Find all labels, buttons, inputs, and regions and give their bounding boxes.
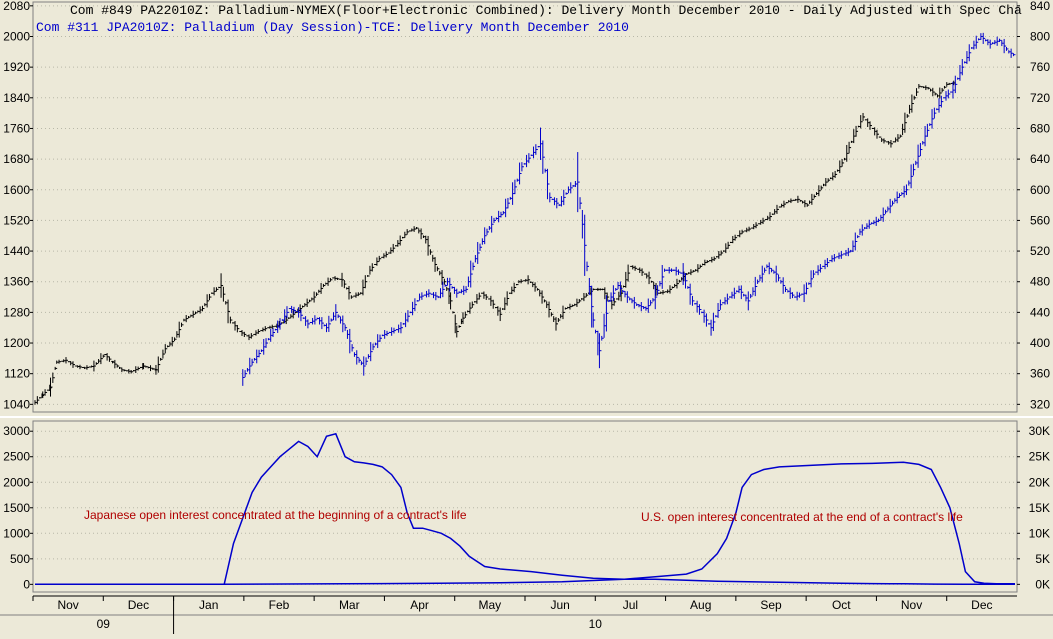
oi-right-tick-label: 20K bbox=[1029, 475, 1050, 489]
price-right-tick-label: 680 bbox=[1030, 121, 1050, 135]
month-label: Feb bbox=[269, 598, 290, 612]
price-right-tick-label: 560 bbox=[1030, 213, 1050, 227]
month-label: Jun bbox=[550, 598, 569, 612]
price-left-tick-label: 2080 bbox=[3, 0, 30, 13]
price-left-tick-label: 1520 bbox=[3, 213, 30, 227]
year-label: 09 bbox=[97, 617, 111, 631]
oi-left-tick-label: 3000 bbox=[3, 424, 30, 438]
price-left-tick-label: 1680 bbox=[3, 152, 30, 166]
price-left-tick-label: 2000 bbox=[3, 29, 30, 43]
annotation-japan: Japanese open interest concentrated at t… bbox=[84, 508, 467, 522]
price-right-tick-label: 520 bbox=[1030, 244, 1050, 258]
month-label: Dec bbox=[971, 598, 992, 612]
annotation-us: U.S. open interest concentrated at the e… bbox=[641, 510, 963, 524]
price-left-tick-label: 1280 bbox=[3, 305, 30, 319]
time-axis: Nov Dec Jan Feb Mar Apr May Jun Jul Aug Sep Oct Nov D… bbox=[0, 595, 1053, 634]
oi-right-tick-label: 10K bbox=[1029, 526, 1050, 540]
series-layer bbox=[34, 32, 1016, 586]
axis-ticks: 2080 2000 1920 1840 1760 1680 1600 1520 1440 1360… bbox=[3, 0, 1050, 591]
month-label: Nov bbox=[901, 598, 922, 612]
price-right-tick-label: 760 bbox=[1030, 60, 1050, 74]
oi-left-tick-label: 500 bbox=[10, 552, 30, 566]
price-left-tick-label: 1440 bbox=[3, 244, 30, 258]
oi-right-tick-label: 5K bbox=[1035, 552, 1050, 566]
us-price-series bbox=[34, 80, 956, 405]
chart-title-jp: Com #311 JPA2010Z: Palladium (Day Sessio… bbox=[36, 20, 629, 35]
price-left-tick-label: 1760 bbox=[3, 121, 30, 135]
oi-right-tick-label: 0K bbox=[1035, 577, 1050, 591]
jp-open-interest-line bbox=[223, 432, 1016, 586]
month-label: May bbox=[479, 598, 502, 612]
month-label: Nov bbox=[57, 598, 78, 612]
oi-panel-frame bbox=[32, 420, 1018, 593]
price-left-tick-label: 1840 bbox=[3, 91, 30, 105]
oi-left-tick-label: 1500 bbox=[3, 501, 30, 515]
jp-price-series bbox=[242, 32, 1016, 386]
oi-right-tick-label: 15K bbox=[1029, 501, 1050, 515]
month-label: Apr bbox=[410, 598, 429, 612]
price-left-tick-label: 1360 bbox=[3, 275, 30, 289]
chart-title-us: Com #849 PA22010Z: Palladium-NYMEX(Floor… bbox=[70, 3, 1022, 18]
month-label: Sep bbox=[760, 598, 782, 612]
price-left-tick-label: 1120 bbox=[4, 367, 30, 381]
oi-right-tick-label: 25K bbox=[1029, 450, 1050, 464]
price-right-tick-label: 840 bbox=[1030, 0, 1050, 13]
price-panel-frame bbox=[32, 1, 1018, 413]
price-left-tick-label: 1600 bbox=[3, 183, 30, 197]
oi-right-tick-label: 30K bbox=[1029, 424, 1050, 438]
price-right-tick-label: 600 bbox=[1030, 183, 1050, 197]
month-label: Jul bbox=[623, 598, 638, 612]
month-label: Mar bbox=[339, 598, 360, 612]
us-open-interest-line bbox=[35, 461, 1015, 586]
price-right-tick-label: 720 bbox=[1030, 91, 1050, 105]
price-right-tick-label: 360 bbox=[1030, 367, 1050, 381]
grid-lines bbox=[33, 5, 1017, 585]
price-left-tick-label: 1040 bbox=[3, 397, 30, 411]
price-right-tick-label: 640 bbox=[1030, 152, 1050, 166]
month-label: Aug bbox=[690, 598, 711, 612]
price-right-tick-label: 800 bbox=[1030, 29, 1050, 43]
month-label: Oct bbox=[832, 598, 851, 612]
oi-left-tick-label: 2500 bbox=[3, 450, 30, 464]
month-label: Jan bbox=[199, 598, 218, 612]
oi-left-tick-label: 0 bbox=[23, 577, 30, 591]
price-right-tick-label: 320 bbox=[1030, 397, 1050, 411]
price-right-tick-label: 400 bbox=[1030, 336, 1050, 350]
price-right-tick-label: 480 bbox=[1030, 275, 1050, 289]
price-left-tick-label: 1920 bbox=[3, 60, 30, 74]
chart-frame bbox=[0, 1, 1053, 593]
year-label: 10 bbox=[589, 617, 603, 631]
oi-left-tick-label: 2000 bbox=[3, 475, 30, 489]
price-right-tick-label: 440 bbox=[1030, 305, 1050, 319]
price-left-tick-label: 1200 bbox=[3, 336, 30, 350]
oi-left-tick-label: 1000 bbox=[3, 526, 30, 540]
month-label: Dec bbox=[128, 598, 149, 612]
